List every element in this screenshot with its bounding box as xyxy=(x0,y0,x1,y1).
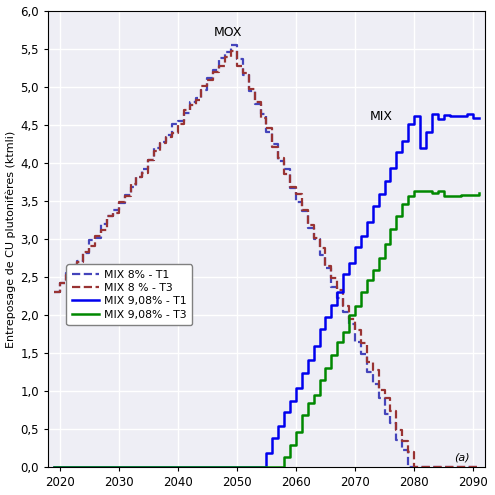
MIX 8% - T1 xyxy=(476,464,482,470)
MIX 9,08% - T3 xyxy=(452,193,458,199)
MIX 9,08% - T3 xyxy=(435,188,441,194)
MIX 8% - T1 xyxy=(388,420,394,426)
Text: MIX: MIX xyxy=(370,110,393,123)
Text: MOX: MOX xyxy=(214,27,242,40)
MIX 9,08% - T3 xyxy=(376,267,382,273)
MIX 9,08% - T3 xyxy=(51,464,57,470)
Legend: MIX 8% - T1, MIX 8 % - T3, MIX 9,08% - T1, MIX 9,08% - T3: MIX 8% - T1, MIX 8 % - T3, MIX 9,08% - T… xyxy=(66,264,193,325)
MIX 8 % - T3 xyxy=(388,408,394,414)
MIX 9,08% - T1 xyxy=(388,178,394,184)
MIX 9,08% - T1 xyxy=(299,385,305,391)
MIX 8% - T1 xyxy=(74,262,80,268)
MIX 8 % - T3 xyxy=(57,289,63,295)
MIX 9,08% - T3 xyxy=(388,241,394,247)
MIX 8% - T1 xyxy=(452,464,458,470)
MIX 8 % - T3 xyxy=(51,289,57,295)
Line: MIX 8 % - T3: MIX 8 % - T3 xyxy=(54,50,479,467)
MIX 8 % - T3 xyxy=(476,464,482,470)
MIX 8 % - T3 xyxy=(299,206,305,212)
Line: MIX 8% - T1: MIX 8% - T1 xyxy=(54,45,479,467)
Line: MIX 9,08% - T3: MIX 9,08% - T3 xyxy=(54,191,479,467)
MIX 8% - T1 xyxy=(57,289,63,295)
MIX 8% - T1 xyxy=(228,42,234,48)
MIX 9,08% - T1 xyxy=(376,203,382,209)
MIX 9,08% - T3 xyxy=(299,429,305,435)
MIX 9,08% - T1 xyxy=(57,464,63,470)
MIX 8 % - T3 xyxy=(452,464,458,470)
Y-axis label: Entreposage de CU plutonifères (ktmli): Entreposage de CU plutonifères (ktmli) xyxy=(5,130,16,347)
MIX 8% - T1 xyxy=(411,464,417,470)
MIX 9,08% - T3 xyxy=(476,190,482,196)
MIX 9,08% - T1 xyxy=(464,111,470,117)
MIX 9,08% - T1 xyxy=(446,113,452,119)
MIX 9,08% - T1 xyxy=(74,464,80,470)
MIX 9,08% - T1 xyxy=(476,115,482,121)
MIX 9,08% - T3 xyxy=(57,464,63,470)
MIX 9,08% - T3 xyxy=(74,464,80,470)
MIX 8% - T1 xyxy=(299,208,305,214)
MIX 8% - T1 xyxy=(376,396,382,401)
Line: MIX 9,08% - T1: MIX 9,08% - T1 xyxy=(54,114,479,467)
Text: (a): (a) xyxy=(454,452,470,462)
MIX 8 % - T3 xyxy=(376,387,382,393)
MIX 8 % - T3 xyxy=(228,48,234,53)
MIX 8% - T1 xyxy=(51,289,57,295)
MIX 8 % - T3 xyxy=(74,264,80,270)
MIX 9,08% - T1 xyxy=(51,464,57,470)
MIX 8 % - T3 xyxy=(411,464,417,470)
